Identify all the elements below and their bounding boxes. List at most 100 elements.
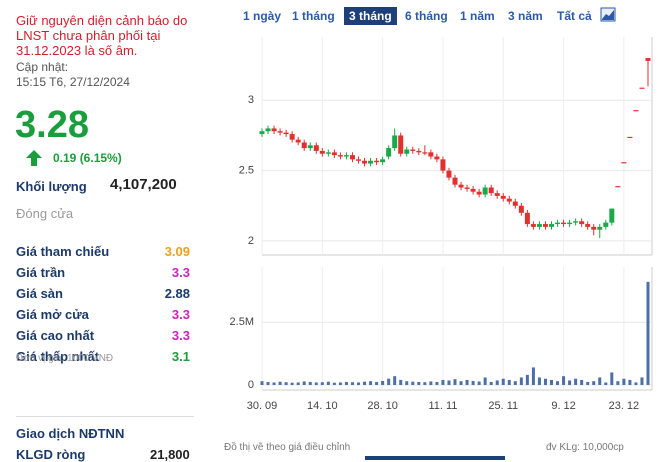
up-arrow xyxy=(26,150,42,166)
volume-bar xyxy=(423,382,427,385)
candle-body xyxy=(470,188,476,192)
volume-bar xyxy=(357,382,360,385)
volume-bar xyxy=(296,382,300,385)
candle-body xyxy=(639,87,645,89)
candle-body xyxy=(301,142,307,149)
volume-bar xyxy=(387,378,391,385)
volume-bar xyxy=(465,379,469,385)
candle-body xyxy=(398,135,404,154)
stat-value: 3.3 xyxy=(171,307,190,322)
volume-bar xyxy=(610,372,614,385)
volume-bar xyxy=(640,377,644,385)
volume-bar xyxy=(363,381,367,385)
status: Đóng cửa xyxy=(16,206,74,221)
volume-bar xyxy=(628,379,632,385)
volume-bar xyxy=(344,381,348,385)
candle-body xyxy=(536,224,542,227)
candle-body xyxy=(567,222,573,225)
volume-bar xyxy=(519,377,523,385)
stat-value: 3.3 xyxy=(171,265,190,280)
candle-body xyxy=(645,58,651,61)
volume-bar xyxy=(399,379,403,385)
candle-body xyxy=(585,224,591,227)
stat-label: Giá sàn xyxy=(16,286,63,301)
range-tab[interactable]: Tất cả xyxy=(557,9,592,23)
x-tick-label: 25. 11 xyxy=(488,400,518,412)
candle-body xyxy=(573,221,579,223)
y-tick-label: 2 xyxy=(248,235,254,247)
volume-bar xyxy=(568,380,572,385)
range-tab[interactable]: 3 tháng xyxy=(344,7,397,25)
volume-bar xyxy=(537,377,541,385)
volume-bar xyxy=(350,382,354,385)
stat-label: Giá trần xyxy=(16,265,66,280)
foreign-label: KLGD ròng xyxy=(16,447,86,462)
change: 0.19 (6.15%) xyxy=(53,151,122,165)
volume-bar xyxy=(435,381,439,385)
volume-bar xyxy=(290,382,294,385)
volume-bar xyxy=(266,381,270,385)
candle-body xyxy=(476,191,482,195)
stat-value: 2.88 xyxy=(164,286,190,301)
candle-body xyxy=(627,136,633,139)
volume-bar xyxy=(471,380,475,385)
range-tab[interactable]: 1 năm xyxy=(460,9,495,23)
volume-bar xyxy=(477,381,481,385)
volume-bar xyxy=(525,374,529,385)
volume-bar xyxy=(646,281,650,385)
candle-body xyxy=(621,162,627,164)
candle-body xyxy=(343,155,349,157)
candle-body xyxy=(440,159,446,171)
candle-body xyxy=(524,212,530,225)
candle-body xyxy=(392,135,398,149)
candle-body xyxy=(555,222,561,225)
candle-body xyxy=(283,132,289,135)
candle-body xyxy=(404,149,410,154)
volume-bar xyxy=(302,381,306,385)
candle-body xyxy=(265,128,271,132)
volume-label: Khối lượng xyxy=(16,179,87,194)
candle-body xyxy=(530,224,536,227)
volume-bar xyxy=(447,380,451,385)
candle-body xyxy=(549,224,554,227)
price: 3.28 xyxy=(15,104,89,146)
candle-body xyxy=(500,195,506,199)
volume-value: 4,107,200 xyxy=(110,176,177,193)
volume-bar xyxy=(513,381,517,385)
candle-body xyxy=(313,145,319,151)
range-tab[interactable]: 1 tháng xyxy=(292,9,335,23)
volume-bar xyxy=(278,381,282,385)
stat-value: 3.09 xyxy=(164,244,190,259)
volume-bar xyxy=(592,381,596,385)
chart-icon[interactable] xyxy=(600,7,616,22)
stat-label: Giá mở cửa xyxy=(16,307,89,322)
volume-bar xyxy=(580,379,584,385)
volume-bar xyxy=(550,379,553,385)
volume-bar xyxy=(622,378,626,385)
candle-body xyxy=(579,221,585,225)
y2-tick-label: 0 xyxy=(248,379,254,391)
candle-body xyxy=(561,222,567,225)
stat-label: Giá tham chiếu xyxy=(16,244,110,259)
range-tab[interactable]: 1 ngày xyxy=(243,9,282,23)
volume-bar xyxy=(634,382,638,385)
foreign-value: 21,800 xyxy=(150,447,190,462)
volume-bar xyxy=(453,379,457,385)
volume-bar xyxy=(507,379,511,385)
updated-time: 15:15 T6, 27/12/2024 xyxy=(16,75,130,89)
candle-body xyxy=(452,177,458,185)
candle-body xyxy=(464,187,470,189)
range-tab[interactable]: 6 tháng xyxy=(405,9,448,23)
candle-body xyxy=(542,224,548,227)
volume-bar xyxy=(405,381,409,385)
candle-body xyxy=(277,131,283,133)
volume-bar xyxy=(501,378,505,385)
x-tick-label: 11. 11 xyxy=(428,400,457,412)
volume-bar xyxy=(459,381,463,385)
volume-bar xyxy=(326,381,330,385)
range-tab[interactable]: 3 năm xyxy=(508,9,543,23)
candle-body xyxy=(289,134,295,140)
y-tick-label: 2.5 xyxy=(239,165,254,177)
candle-body xyxy=(331,152,337,156)
